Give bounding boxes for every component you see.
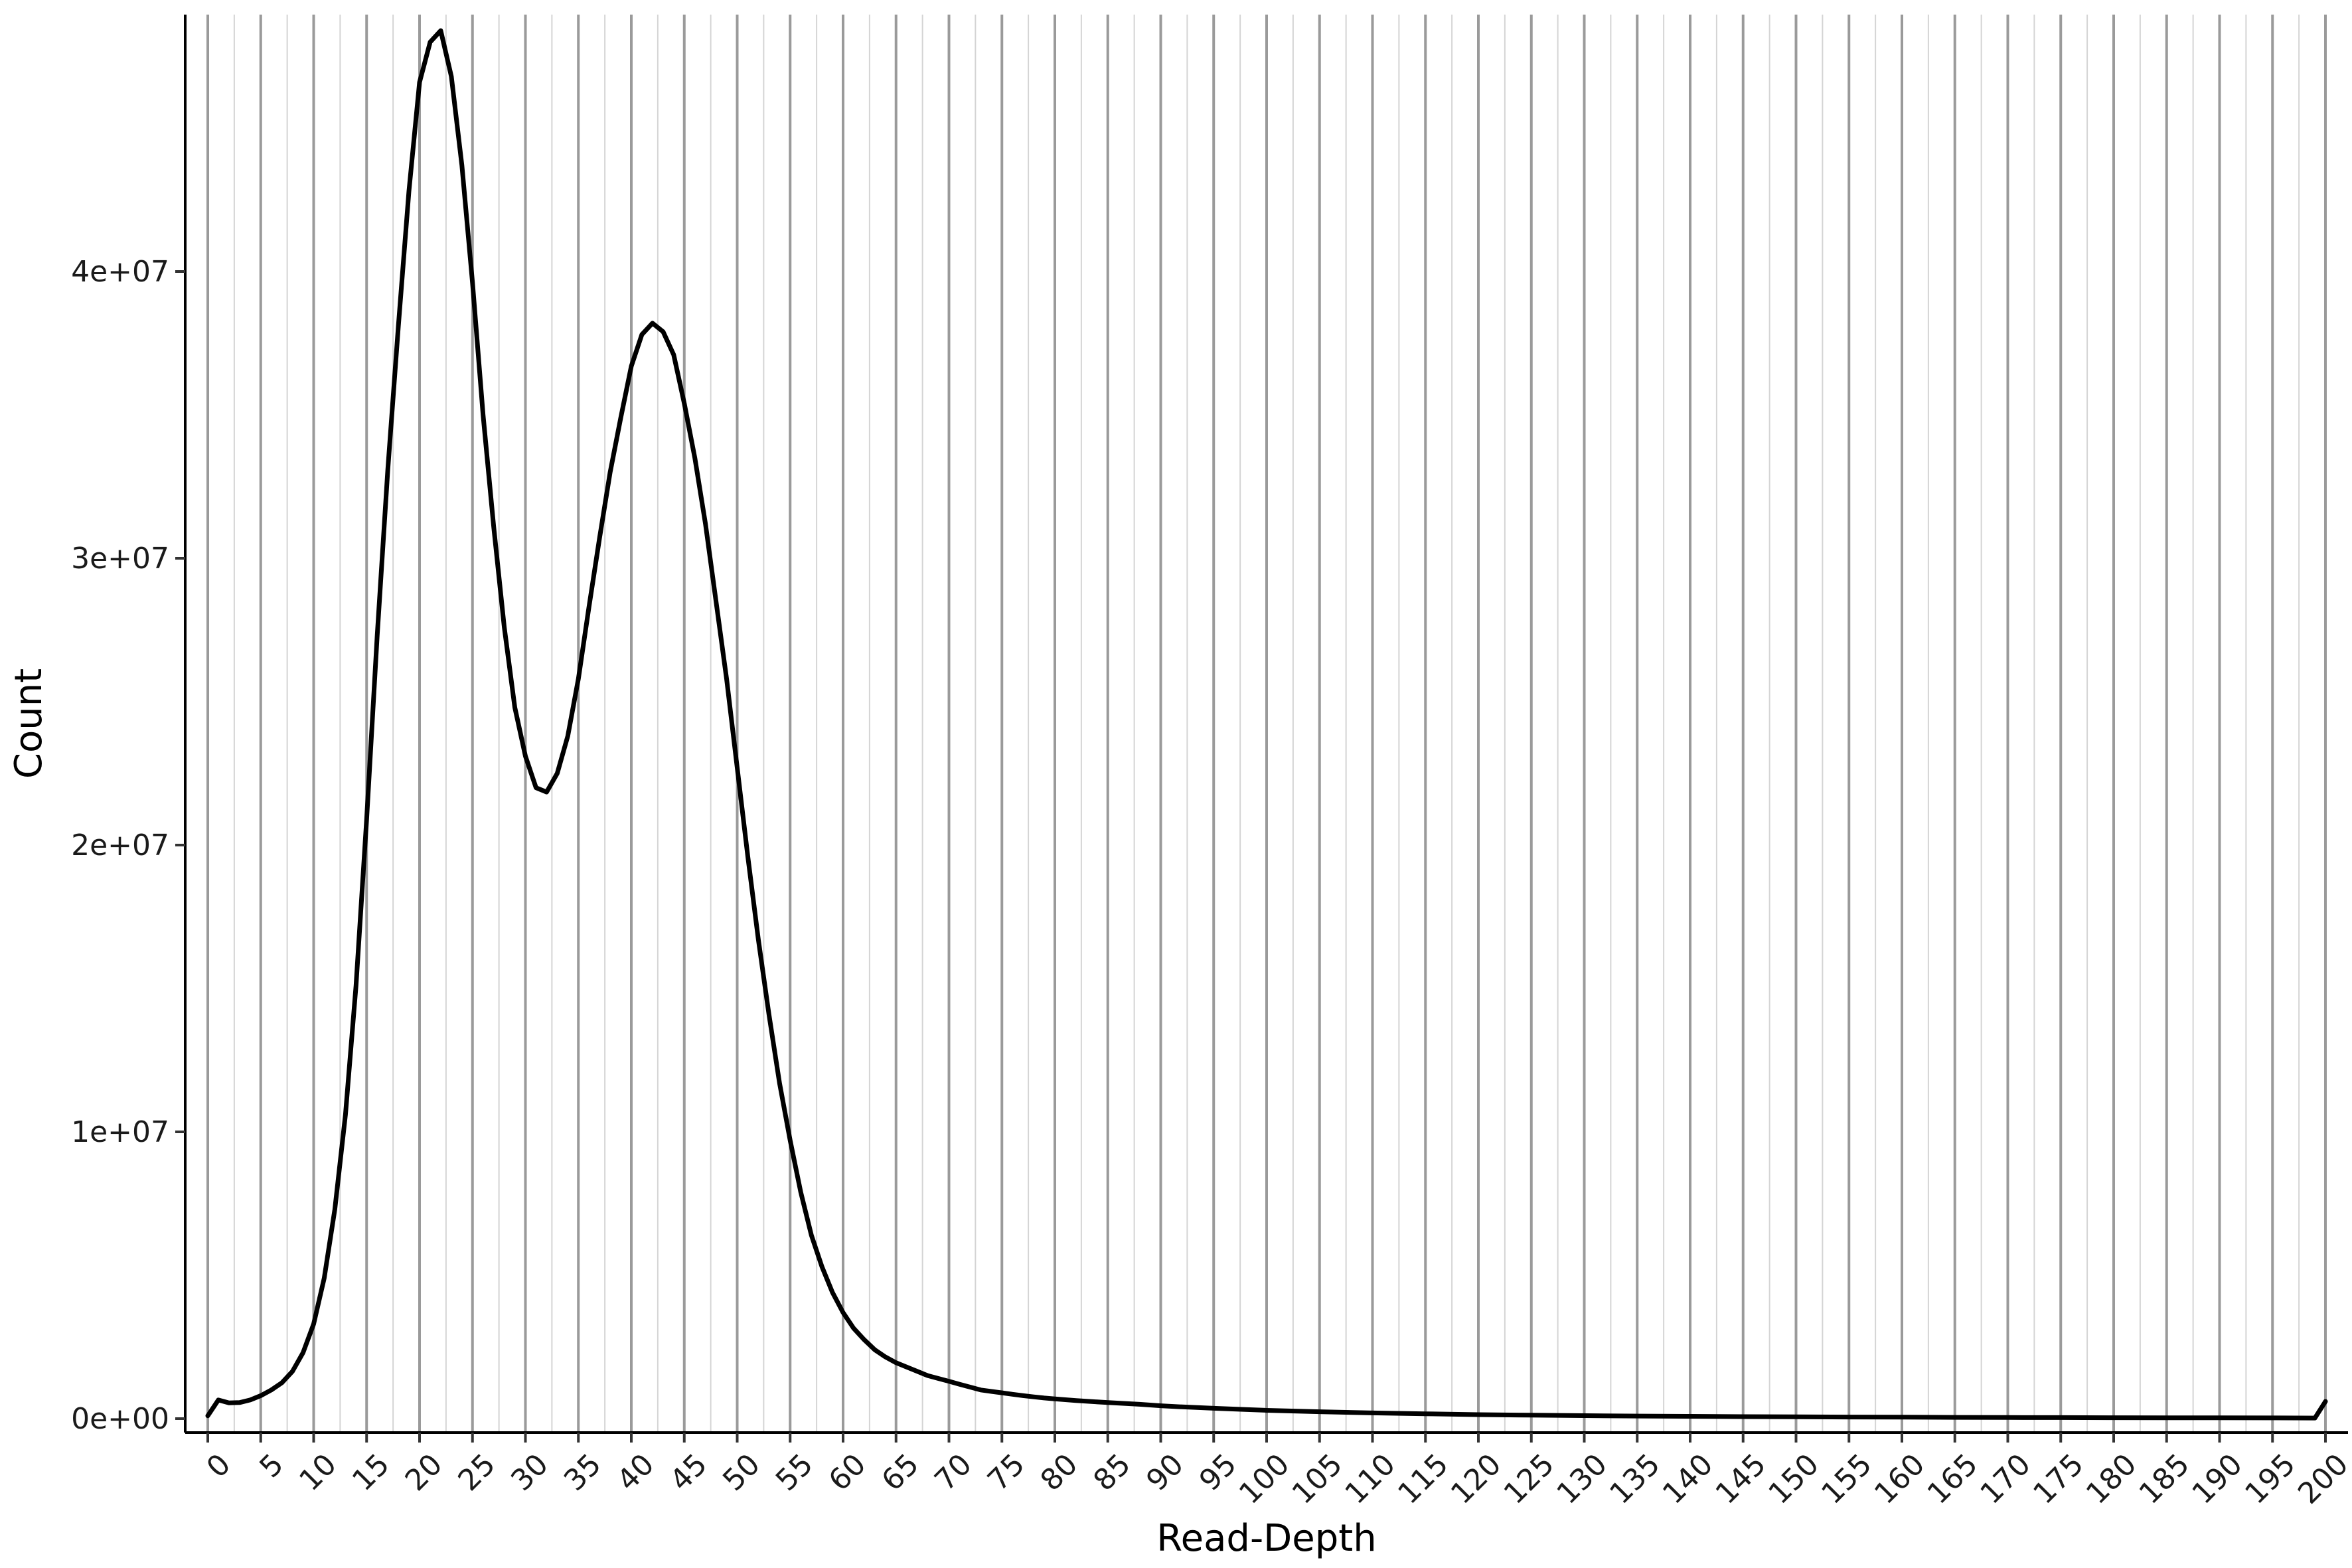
y-tick-label: 0e+00	[71, 1402, 169, 1436]
x-tick-label: 75	[981, 1447, 1032, 1498]
x-tick-label: 165	[1921, 1447, 1984, 1510]
x-tick-label: 10	[293, 1447, 343, 1498]
x-tick-label: 20	[399, 1447, 449, 1498]
x-tick-label: 55	[769, 1447, 820, 1498]
y-tick-label: 4e+07	[71, 255, 169, 289]
x-tick-label: 100	[1233, 1447, 1296, 1510]
x-tick-label: 135	[1603, 1447, 1666, 1510]
x-tick-label: 195	[2238, 1447, 2302, 1510]
x-tick-label: 35	[558, 1447, 608, 1498]
x-tick-label: 25	[451, 1447, 502, 1498]
x-tick-label: 85	[1087, 1447, 1137, 1498]
x-tick-label: 180	[2080, 1447, 2143, 1510]
x-tick-label: 40	[611, 1447, 661, 1498]
y-tick-label: 1e+07	[71, 1115, 169, 1149]
grid	[206, 15, 2327, 1433]
x-tick-label: 15	[346, 1447, 396, 1498]
x-tick-label: 175	[2027, 1447, 2090, 1510]
x-tick-label: 70	[928, 1447, 979, 1498]
x-tick-label: 105	[1286, 1447, 1349, 1510]
x-tick-label: 30	[505, 1447, 555, 1498]
x-tick-label: 140	[1656, 1447, 1719, 1510]
x-tick-label: 90	[1140, 1447, 1190, 1498]
series-line	[205, 28, 2328, 1421]
x-tick-label: 60	[823, 1447, 873, 1498]
x-tick-label: 0	[200, 1447, 238, 1484]
x-axis-title: Read-Depth	[1156, 1517, 1377, 1560]
series	[205, 28, 2328, 1421]
y-axis-title: Count	[7, 668, 50, 779]
x-tick-label: 110	[1338, 1447, 1401, 1510]
x-tick-label: 190	[2185, 1447, 2248, 1510]
x-tick-label: 150	[1762, 1447, 1825, 1510]
x-tick-label: 125	[1498, 1447, 1561, 1510]
y-tick-label: 3e+07	[71, 542, 169, 576]
x-tick-label: 155	[1815, 1447, 1878, 1510]
x-tick-label: 5	[253, 1447, 290, 1484]
x-tick-label: 50	[716, 1447, 767, 1498]
x-tick-label: 120	[1445, 1447, 1508, 1510]
x-tick-label: 65	[875, 1447, 925, 1498]
x-tick-label: 160	[1868, 1447, 1931, 1510]
x-tick-label: 170	[1974, 1447, 2037, 1510]
x-tick-label: 145	[1709, 1447, 1772, 1510]
x-tick-label: 45	[663, 1447, 714, 1498]
x-tick-label: 130	[1550, 1447, 1613, 1510]
x-tick-label: 200	[2292, 1447, 2352, 1510]
x-tick-label: 115	[1391, 1447, 1454, 1510]
ticks: 0 5 10 15 20 25 30 35 40 45 50 55 60 65 70 75 80 85 90 9510…	[71, 255, 2352, 1511]
x-tick-label: 80	[1034, 1447, 1085, 1498]
x-tick-label: 185	[2133, 1447, 2196, 1510]
y-tick-label: 2e+07	[71, 828, 169, 862]
